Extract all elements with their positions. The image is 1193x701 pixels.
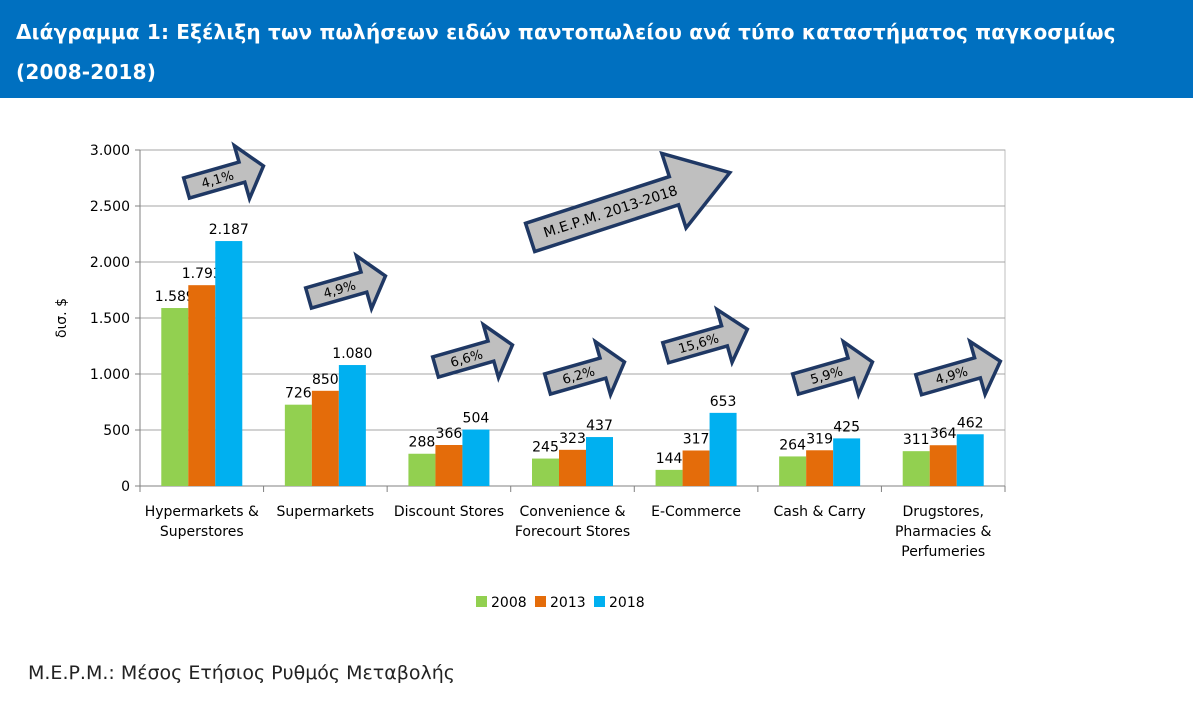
bar-2008 xyxy=(779,456,807,486)
data-label-2008: 144 xyxy=(656,451,683,467)
sales-bar-chart: 0 500 1.000 1.500 2.000 2.500 3.000 δισ. $ 1.589… xyxy=(54,141,1006,611)
data-label-2018: 2.187 xyxy=(209,222,249,238)
x-tick-label: Cash & Carry xyxy=(774,504,866,520)
bar-2018 xyxy=(833,438,861,486)
bar-2018 xyxy=(956,434,984,486)
legend-swatch-2018 xyxy=(594,596,605,607)
bar-2008 xyxy=(902,451,930,486)
growth-arrow: 4,9% xyxy=(303,251,388,314)
bar-2008 xyxy=(161,308,189,486)
growth-arrow-shape xyxy=(660,305,750,368)
growth-arrow-shape xyxy=(790,337,875,400)
bar-2013 xyxy=(682,450,710,486)
header-banner: Διάγραμμα 1: Εξέλιξη των πωλήσεων ειδών … xyxy=(0,0,1193,98)
growth-arrow: 4,1% xyxy=(181,141,266,204)
data-label-2013: 364 xyxy=(930,426,957,442)
y-axis-label: δισ. $ xyxy=(54,298,70,338)
data-label-2018: 425 xyxy=(833,419,860,435)
bar-2013 xyxy=(435,445,463,486)
data-label-2013: 366 xyxy=(436,426,463,442)
legend-swatch-2008 xyxy=(476,596,487,607)
legend-label-2013: 2013 xyxy=(550,595,586,611)
growth-arrow-shape xyxy=(303,251,388,314)
data-label-2018: 504 xyxy=(463,411,490,427)
bar-2008 xyxy=(408,453,436,486)
bar-2013 xyxy=(806,450,834,486)
data-label-2008: 311 xyxy=(903,432,930,448)
growth-arrow-shape xyxy=(430,320,515,383)
bar-2018 xyxy=(338,365,366,486)
growth-arrow: 5,9% xyxy=(790,337,875,400)
bar-2013 xyxy=(559,449,586,486)
data-label-2013: 317 xyxy=(683,431,710,447)
bar-2008 xyxy=(655,469,683,486)
growth-arrow-shape xyxy=(913,337,1003,400)
data-label-2018: 1.080 xyxy=(332,346,372,362)
data-label-2008: 264 xyxy=(779,437,806,453)
growth-arrow: 4,9% xyxy=(913,337,1003,400)
y-tick-label: 1.500 xyxy=(90,311,130,327)
x-tick-label: Perfumeries xyxy=(901,544,985,560)
growth-arrow-shape xyxy=(523,150,733,254)
growth-arrow-shape xyxy=(181,141,266,204)
bar-2013 xyxy=(929,445,957,486)
x-tick-label: Superstores xyxy=(160,524,244,540)
data-label-2008: 288 xyxy=(409,435,436,451)
x-tick-label: Pharmacies & xyxy=(895,524,992,540)
growth-arrow-shape xyxy=(542,337,627,400)
y-tick-label: 2.000 xyxy=(90,255,130,271)
bar-2008 xyxy=(284,404,312,486)
bar-2013 xyxy=(311,390,339,486)
x-tick-label: Discount Stores xyxy=(394,504,504,520)
data-label-2018: 437 xyxy=(586,418,613,434)
growth-arrow: 15,6% xyxy=(660,305,750,368)
growth-arrow: 6,2% xyxy=(542,337,627,400)
bar-2018 xyxy=(709,412,737,486)
y-tick-label: 1.000 xyxy=(90,367,130,383)
data-label-2018: 462 xyxy=(957,415,984,431)
footnote: Μ.Ε.Ρ.Μ.: Μέσος Ετήσιος Ρυθμός Μεταβολής xyxy=(28,662,455,684)
growth-arrow: 6,6% xyxy=(430,320,515,383)
legend-label-2008: 2008 xyxy=(491,595,527,611)
data-label-2008: 1.589 xyxy=(155,289,195,305)
legend-label-2018: 2018 xyxy=(609,595,645,611)
x-tick-label: Forecourt Stores xyxy=(515,524,630,540)
y-tick-label: 500 xyxy=(103,423,130,439)
x-tick-label: Supermarkets xyxy=(276,504,374,520)
bar-2018 xyxy=(586,437,613,486)
data-label-2008: 245 xyxy=(532,440,559,456)
data-label-2013: 850 xyxy=(312,372,339,388)
bar-2008 xyxy=(532,458,559,486)
data-label-2013: 1.793 xyxy=(182,266,222,282)
data-label-2008: 726 xyxy=(285,386,312,402)
data-label-2013: 323 xyxy=(559,431,586,447)
y-tick-label: 0 xyxy=(121,479,130,495)
bar-2018 xyxy=(215,241,243,486)
data-label-2013: 319 xyxy=(806,431,833,447)
bar-2013 xyxy=(188,285,216,486)
chart-title: Διάγραμμα 1: Εξέλιξη των πωλήσεων ειδών … xyxy=(16,20,1116,84)
data-label-2018: 653 xyxy=(710,394,737,410)
y-tick-label: 2.500 xyxy=(90,199,130,215)
bar-2018 xyxy=(462,429,490,486)
y-tick-label: 3.000 xyxy=(90,143,130,159)
x-tick-label: Drugstores, xyxy=(902,504,983,520)
x-tick-label: Hypermarkets & xyxy=(145,504,259,520)
legend-swatch-2013 xyxy=(535,596,546,607)
x-tick-label: Convenience & xyxy=(519,504,625,520)
x-tick-label: E-Commerce xyxy=(651,504,741,520)
